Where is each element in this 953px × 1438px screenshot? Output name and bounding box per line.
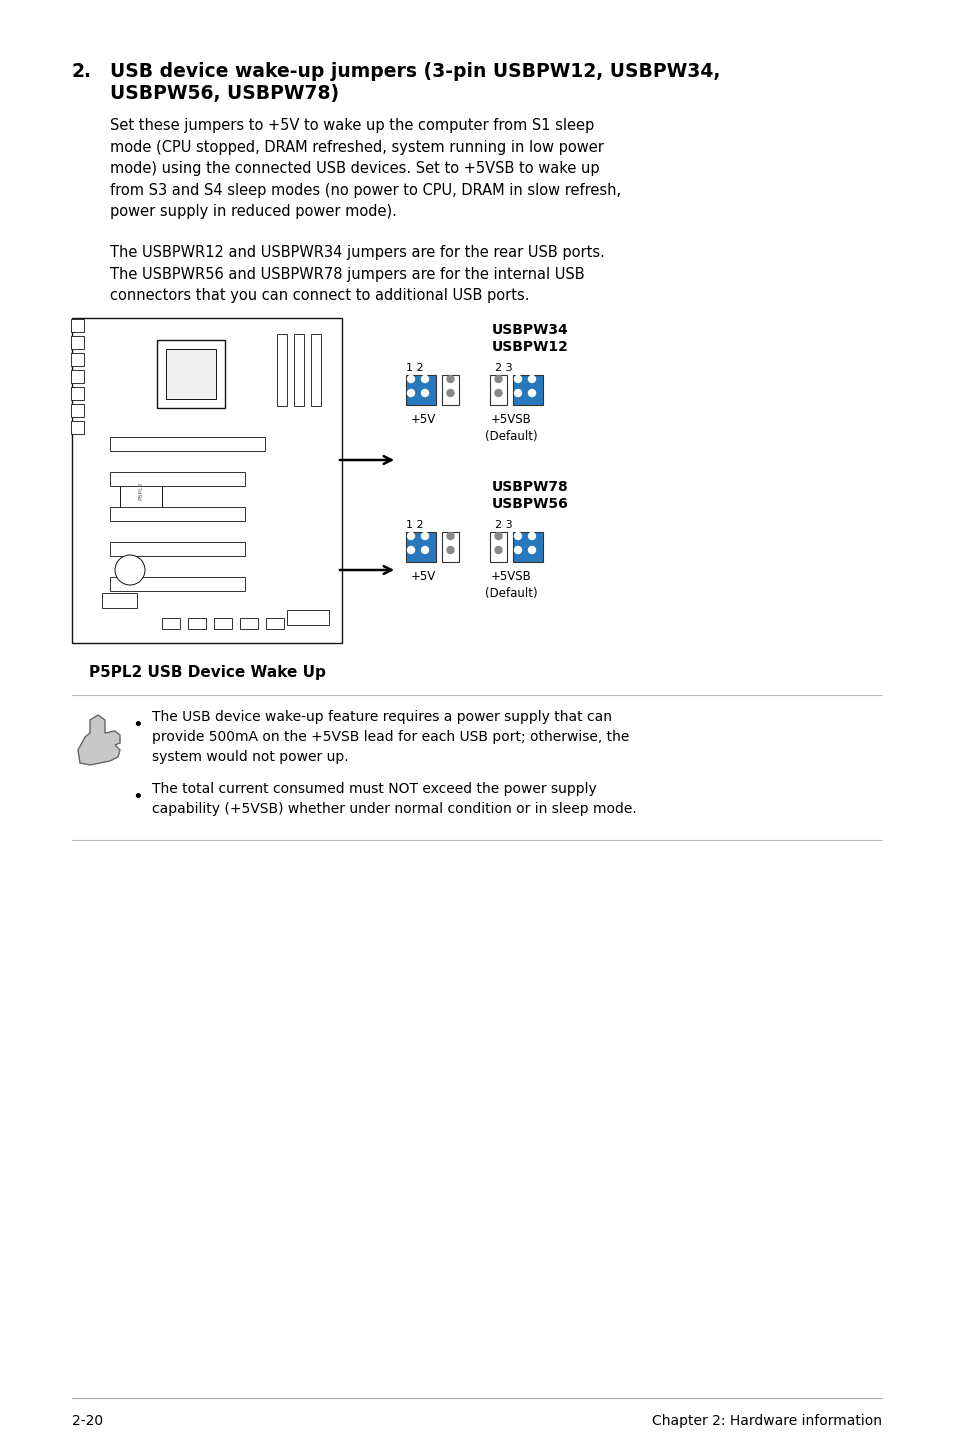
Bar	[513, 375, 542, 406]
Circle shape	[115, 555, 145, 585]
Bar	[71, 352, 84, 367]
Circle shape	[447, 532, 454, 539]
Circle shape	[407, 546, 414, 554]
Text: •: •	[132, 716, 143, 733]
Text: P5PL2: P5PL2	[138, 482, 143, 500]
Bar	[287, 610, 329, 626]
Bar	[311, 334, 320, 406]
Text: +5VSB
(Default): +5VSB (Default)	[484, 413, 537, 443]
Text: P5PL2 USB Device Wake Up: P5PL2 USB Device Wake Up	[89, 664, 325, 680]
Polygon shape	[78, 715, 120, 765]
Bar	[188, 618, 206, 628]
Circle shape	[514, 375, 521, 383]
Circle shape	[421, 375, 428, 383]
Text: USBPW56, USBPW78): USBPW56, USBPW78)	[110, 83, 338, 104]
Bar	[71, 336, 84, 349]
Bar	[441, 375, 458, 406]
Text: USBPW78: USBPW78	[491, 480, 568, 495]
Circle shape	[447, 375, 454, 383]
Circle shape	[528, 546, 535, 554]
Circle shape	[528, 390, 535, 397]
Circle shape	[447, 390, 454, 397]
Text: 2 3: 2 3	[495, 521, 512, 531]
Bar	[406, 532, 436, 562]
Bar	[110, 472, 245, 486]
Bar	[71, 319, 84, 332]
Text: Chapter 2: Hardware information: Chapter 2: Hardware information	[651, 1414, 882, 1428]
Text: •: •	[132, 788, 143, 807]
Bar	[240, 618, 257, 628]
Bar	[110, 508, 245, 521]
Circle shape	[407, 390, 414, 397]
Bar	[120, 473, 162, 509]
Bar	[162, 618, 180, 628]
Circle shape	[407, 532, 414, 539]
Bar	[213, 618, 232, 628]
Bar	[110, 437, 265, 452]
Bar	[110, 577, 245, 591]
Bar	[294, 334, 304, 406]
Circle shape	[421, 546, 428, 554]
Bar	[71, 421, 84, 434]
Circle shape	[514, 390, 521, 397]
Text: +5VSB
(Default): +5VSB (Default)	[484, 569, 537, 600]
Bar	[513, 532, 542, 562]
Bar	[157, 339, 225, 408]
Bar	[71, 370, 84, 383]
Text: The USB device wake-up feature requires a power supply that can
provide 500mA on: The USB device wake-up feature requires …	[152, 710, 629, 764]
Bar	[490, 375, 506, 406]
Bar	[490, 532, 506, 562]
Bar	[71, 318, 341, 643]
Text: +5V: +5V	[410, 569, 436, 582]
Bar	[266, 618, 284, 628]
Circle shape	[495, 532, 501, 539]
Bar	[110, 542, 245, 557]
Text: The total current consumed must NOT exceed the power supply
capability (+5VSB) w: The total current consumed must NOT exce…	[152, 782, 636, 815]
Circle shape	[514, 546, 521, 554]
Text: 2 3: 2 3	[495, 362, 512, 372]
Circle shape	[421, 390, 428, 397]
Circle shape	[407, 375, 414, 383]
Bar	[166, 349, 215, 398]
Circle shape	[495, 546, 501, 554]
Text: 2-20: 2-20	[71, 1414, 103, 1428]
Circle shape	[528, 532, 535, 539]
Text: 1 2: 1 2	[406, 521, 423, 531]
Circle shape	[421, 532, 428, 539]
Bar	[71, 387, 84, 400]
Bar	[276, 334, 287, 406]
Text: 2.: 2.	[71, 62, 91, 81]
Text: +5V: +5V	[410, 413, 436, 426]
Circle shape	[514, 532, 521, 539]
Bar	[102, 592, 137, 608]
Text: USB device wake-up jumpers (3-pin USBPW12, USBPW34,: USB device wake-up jumpers (3-pin USBPW1…	[110, 62, 720, 81]
Circle shape	[495, 390, 501, 397]
Bar	[441, 532, 458, 562]
Bar	[71, 404, 84, 417]
Circle shape	[447, 546, 454, 554]
Text: 1 2: 1 2	[406, 362, 423, 372]
Text: USBPW56: USBPW56	[491, 498, 568, 510]
Bar	[406, 375, 436, 406]
Circle shape	[528, 375, 535, 383]
Text: The USBPWR12 and USBPWR34 jumpers are for the rear USB ports.
The USBPWR56 and U: The USBPWR12 and USBPWR34 jumpers are fo…	[110, 244, 604, 303]
Text: Set these jumpers to +5V to wake up the computer from S1 sleep
mode (CPU stopped: Set these jumpers to +5V to wake up the …	[110, 118, 620, 220]
Circle shape	[495, 375, 501, 383]
Text: USBPW34: USBPW34	[491, 324, 568, 336]
Text: USBPW12: USBPW12	[491, 339, 568, 354]
